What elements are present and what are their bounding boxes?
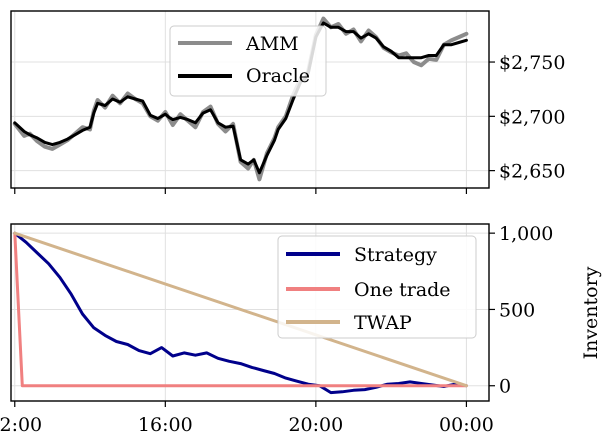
inventory-y-tick-label: 0 bbox=[499, 376, 511, 398]
inventory-panel: 0 500 1,000 12:00 16:00 20:00 00:00 Inventory… bbox=[0, 223, 602, 436]
price-y-tick-label: $2,700 bbox=[499, 106, 565, 128]
inventory-x-tick-label: 12:00 bbox=[0, 414, 42, 436]
legend-label-twap: TWAP bbox=[354, 312, 412, 334]
legend-label-one-trade: One trade bbox=[354, 279, 451, 301]
price-y-tick-label: $2,650 bbox=[499, 161, 565, 183]
inventory-x-tick-label: 20:00 bbox=[288, 414, 343, 436]
price-legend: AMM Oracle bbox=[169, 25, 327, 97]
legend-label-strategy: Strategy bbox=[354, 244, 437, 266]
price-axes-frame bbox=[10, 10, 490, 189]
inventory-series-group bbox=[13, 231, 468, 395]
price-series-group bbox=[12, 16, 469, 182]
inventory-axes-frame bbox=[10, 223, 490, 402]
price-y-tick-label: $2,750 bbox=[499, 52, 565, 74]
inventory-legend: Strategy One trade TWAP bbox=[277, 235, 477, 339]
series-line-twap bbox=[13, 231, 468, 388]
price-x-ticks bbox=[14, 188, 468, 194]
inventory-x-ticks: 12:00 16:00 20:00 00:00 bbox=[0, 401, 494, 436]
inventory-x-tick-label: 16:00 bbox=[138, 414, 193, 436]
inventory-y-axis-label: Inventory bbox=[580, 266, 602, 359]
price-panel: $2,650 $2,700 $2,750 AMM Oracle bbox=[10, 10, 565, 194]
legend-label-amm: AMM bbox=[245, 33, 299, 55]
series-line-oracle bbox=[13, 21, 468, 175]
series-line-one-trade bbox=[13, 231, 468, 388]
price-y-ticks: $2,650 $2,700 $2,750 bbox=[489, 52, 565, 183]
inventory-y-ticks: 0 500 1,000 bbox=[489, 223, 553, 398]
series-line-strategy bbox=[13, 231, 468, 395]
inventory-y-tick-label: 500 bbox=[499, 299, 535, 321]
inventory-y-tick-label: 1,000 bbox=[499, 223, 553, 245]
inventory-x-tick-label: 00:00 bbox=[439, 414, 494, 436]
legend-label-oracle: Oracle bbox=[246, 65, 310, 87]
inventory-legend-box bbox=[277, 235, 477, 339]
